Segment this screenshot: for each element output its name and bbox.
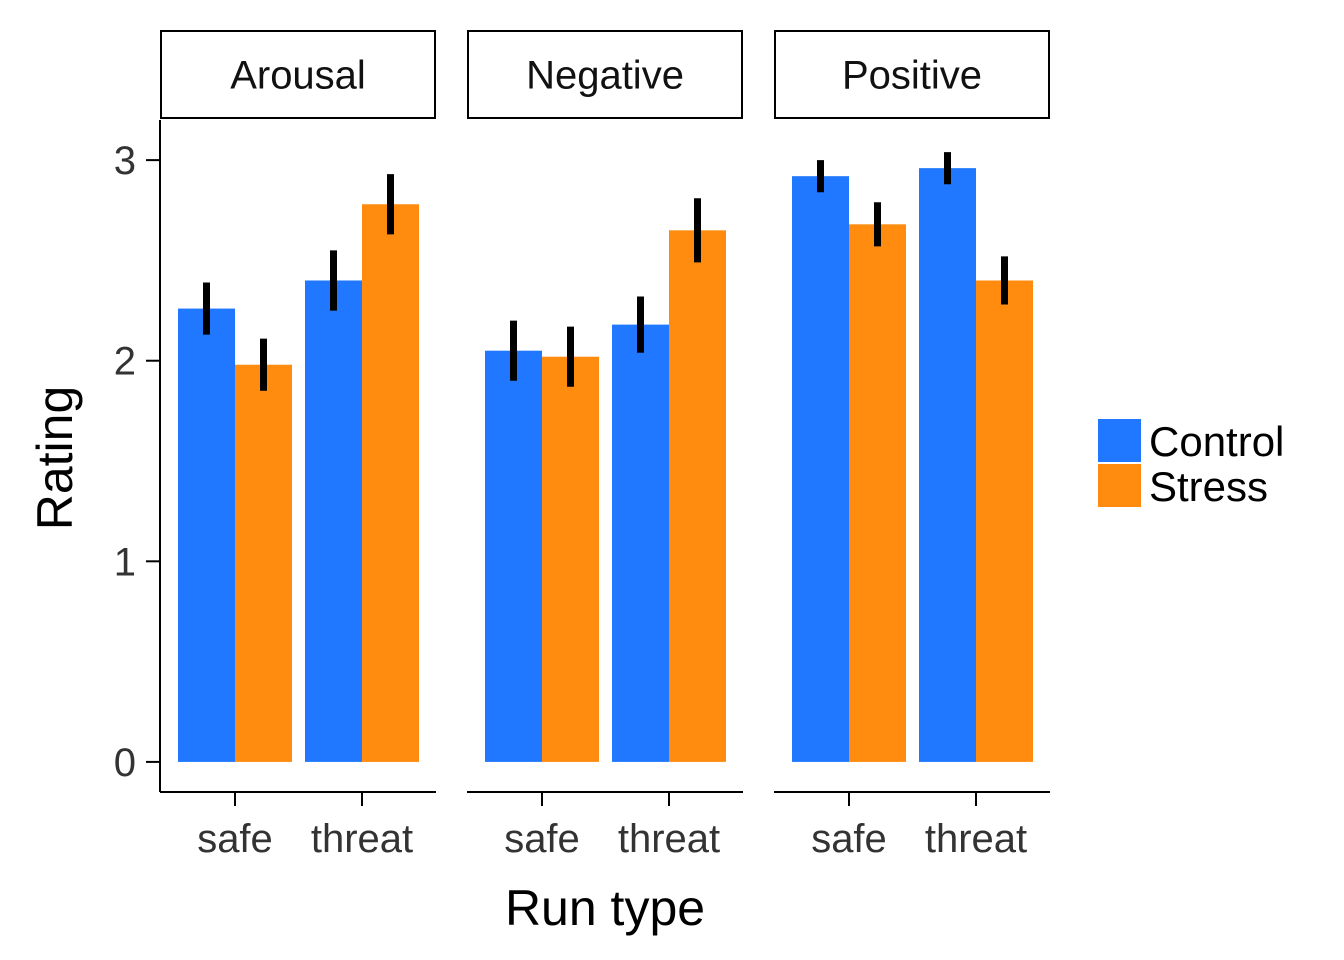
bar-stress-safe: [849, 224, 906, 762]
bar-control-threat: [305, 280, 362, 762]
bar-control-threat: [612, 324, 669, 762]
bar-control-threat: [919, 168, 976, 762]
facet-arousal: Arousal safe threat: [160, 30, 436, 861]
facet-positive: Positive safe threat: [774, 30, 1050, 861]
facet-strip: [774, 30, 1050, 119]
bar-stress-threat: [976, 280, 1033, 762]
facet-negative: Negative safe threat: [467, 30, 743, 861]
x-tick-label: safe: [811, 817, 887, 861]
x-tick-label: safe: [504, 817, 580, 861]
y-tick-label: 3: [114, 139, 136, 183]
x-tick-label: safe: [197, 817, 273, 861]
legend-label-control: Control: [1149, 418, 1284, 465]
facet-strip: [467, 30, 743, 119]
bar-control-safe: [485, 350, 542, 762]
x-tick-label: threat: [311, 817, 413, 861]
bar-stress-threat: [669, 230, 726, 762]
facet-strip-label: Positive: [842, 54, 982, 98]
y-tick-label: 0: [114, 741, 136, 785]
bar-stress-threat: [362, 204, 419, 762]
legend-key-stress: [1098, 464, 1141, 507]
bar-stress-safe: [235, 364, 292, 762]
x-tick-label: threat: [925, 817, 1027, 861]
facet-strip: [160, 30, 436, 119]
legend-label-stress: Stress: [1149, 463, 1268, 510]
y-axis-title: Rating: [27, 386, 83, 531]
y-tick-label: 2: [114, 340, 136, 384]
legend-key-control: [1098, 419, 1141, 462]
y-tick-label: 1: [114, 540, 136, 584]
facet-strip-label: Negative: [526, 54, 684, 98]
facet-strip-label: Arousal: [230, 54, 366, 98]
bar-control-safe: [178, 308, 235, 762]
x-tick-label: threat: [618, 817, 720, 861]
x-axis-title: Run type: [505, 880, 705, 936]
y-axis: 0 1 2 3: [114, 120, 161, 792]
bar-control-safe: [792, 176, 849, 762]
bar-stress-safe: [542, 356, 599, 762]
